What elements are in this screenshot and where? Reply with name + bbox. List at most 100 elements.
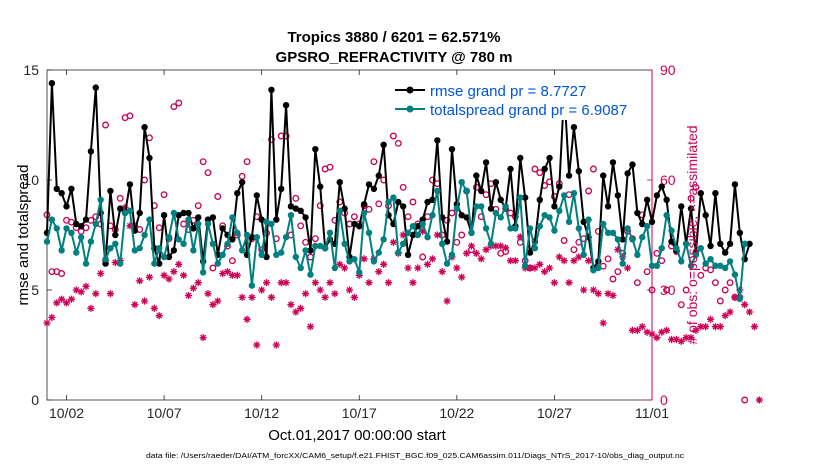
rmse-series-point	[497, 196, 504, 203]
y-tick-label-left: 5	[31, 282, 39, 298]
totalspread-series-point	[312, 242, 319, 250]
legend-item-totalspread: totalspread grand pr = 6.9087	[395, 102, 627, 119]
rmse-series-point	[58, 190, 65, 197]
assimilated-obs-point	[399, 231, 407, 239]
possible-obs-point	[297, 222, 305, 230]
assimilated-obs-point	[726, 308, 734, 316]
assimilated-obs-point	[755, 396, 763, 404]
assimilated-obs-point	[506, 257, 515, 265]
rmse-series-point	[526, 249, 534, 256]
possible-obs-point	[204, 169, 212, 177]
assimilated-obs-point	[692, 326, 700, 334]
assimilated-obs-point	[492, 242, 500, 250]
rmse-series-point	[160, 212, 168, 219]
rmse-series-point	[634, 209, 641, 217]
totalspread-series-point	[209, 240, 217, 247]
rmse-series-point	[219, 225, 226, 232]
rmse-series-point	[282, 102, 290, 109]
totalspread-series-point	[160, 253, 168, 261]
assimilated-obs-point	[541, 268, 549, 276]
rmse-series-point	[712, 190, 719, 197]
assimilated-obs-point	[316, 286, 324, 294]
totalspread-series-point	[434, 187, 441, 195]
totalspread-series-point	[390, 194, 397, 201]
possible-obs-point	[716, 297, 724, 305]
footer-data-file: data file: /Users/raeder/DAI/ATM_forcXX/…	[146, 453, 685, 460]
possible-obs-point	[560, 237, 568, 244]
assimilated-obs-point	[111, 258, 119, 267]
rmse-series-point	[473, 172, 480, 179]
assimilated-obs-point	[589, 286, 598, 294]
assimilated-obs-point	[223, 268, 232, 276]
possible-obs-point	[648, 286, 656, 294]
rmse-series-point	[399, 203, 407, 210]
totalspread-series-point	[560, 192, 568, 199]
assimilated-obs-point	[82, 282, 90, 290]
possible-obs-point	[311, 235, 319, 243]
possible-obs-point	[697, 271, 705, 279]
rmse-series-point	[351, 220, 358, 228]
assimilated-obs-point	[443, 297, 451, 305]
totalspread-series-point	[443, 260, 451, 267]
rmse-series-point	[180, 209, 187, 217]
totalspread-series-point	[507, 225, 514, 232]
possible-obs-point	[682, 286, 690, 294]
totalspread-series-point	[439, 240, 446, 247]
assimilated-obs-point	[145, 273, 154, 281]
rmse-series-point	[404, 251, 412, 258]
rmse-series-point	[380, 141, 387, 148]
rmse-series-point	[336, 179, 343, 186]
totalspread-series-point	[331, 264, 339, 272]
x-tick-label: 10/12	[244, 405, 279, 421]
rmse-series-point	[263, 253, 270, 261]
assimilated-obs-point	[628, 326, 637, 334]
assimilated-obs-point	[277, 279, 285, 287]
rmse-series-point	[487, 205, 495, 212]
assimilated-obs-point	[267, 293, 276, 301]
y-axis-left: 0 5 10 15	[23, 62, 52, 408]
totalspread-series-point	[292, 253, 300, 261]
rmse-series-point	[629, 161, 636, 168]
possible-obs-point	[741, 396, 749, 404]
assimilated-obs-point	[414, 264, 422, 272]
totalspread-series-point	[648, 262, 656, 269]
totalspread-series-point	[731, 271, 739, 278]
x-tick-label: 11/01	[635, 405, 669, 421]
rmse-series-point	[697, 190, 704, 197]
totalspread-series-point	[370, 258, 378, 265]
totalspread-series-point	[380, 236, 387, 243]
assimilated-obs-point	[477, 255, 485, 263]
possible-obs-point	[292, 194, 300, 202]
rmse-series-point	[258, 216, 265, 223]
rmse-series-point	[702, 212, 709, 219]
assimilated-obs-point	[136, 277, 144, 285]
totalspread-series-point	[697, 245, 704, 252]
totalspread-series-point	[614, 236, 622, 243]
assimilated-obs-point	[389, 238, 398, 246]
rmse-series-point	[624, 170, 631, 177]
totalspread-series-point	[595, 264, 602, 272]
possible-obs-point	[721, 286, 729, 294]
totalspread-series-point	[678, 258, 685, 265]
totalspread-series-point	[297, 264, 304, 272]
assimilated-obs-point	[536, 260, 544, 268]
assimilated-obs-point	[511, 257, 519, 265]
assimilated-obs-point	[155, 312, 163, 320]
totalspread-series-point	[712, 262, 719, 269]
possible-obs-point	[614, 268, 622, 276]
totalspread-series-point	[190, 247, 197, 254]
rmse-series-point	[648, 218, 656, 225]
rmse-series-point	[238, 179, 246, 186]
assimilated-obs-point	[604, 290, 612, 298]
assimilated-obs-point	[702, 323, 710, 331]
chart-title: Tropics 3880 / 6201 = 62.571%	[287, 29, 500, 46]
possible-obs-point	[643, 268, 651, 276]
x-axis-label: Oct.01,2017 00:00:00 start	[268, 427, 446, 444]
totalspread-series-point	[726, 258, 734, 265]
totalspread-series-point	[741, 240, 748, 247]
possible-obs-point	[375, 200, 383, 208]
possible-obs-point	[58, 270, 66, 277]
possible-obs-point	[350, 213, 358, 221]
assimilated-obs-point	[531, 264, 539, 272]
rmse-series-point	[48, 80, 56, 87]
